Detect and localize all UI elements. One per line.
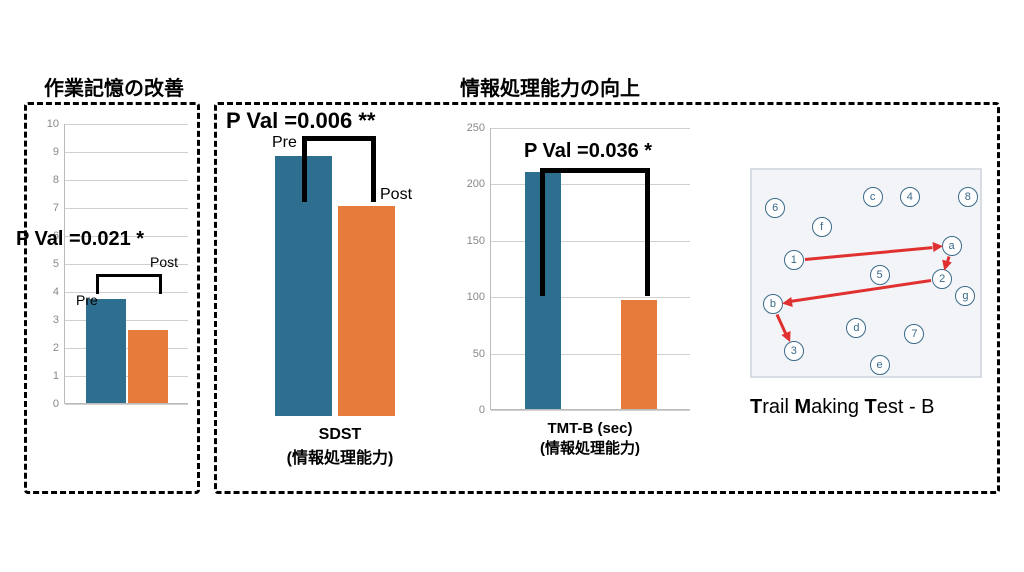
gridline xyxy=(65,124,188,125)
gridline xyxy=(65,376,188,377)
gridline xyxy=(491,354,690,355)
bar-post xyxy=(338,206,395,416)
tmt-caption: Trail Making Test - B xyxy=(750,396,935,419)
tmt-node-5: 5 xyxy=(870,265,890,285)
tmt-node-2: 2 xyxy=(932,269,952,289)
y-axis-label: 5 xyxy=(53,258,59,270)
y-axis-label: 150 xyxy=(467,235,485,247)
tmt-node-c: c xyxy=(863,187,883,207)
tmt-edge xyxy=(791,279,931,303)
tmt-arrowhead xyxy=(932,241,943,252)
bar-post xyxy=(128,330,168,403)
gridline xyxy=(65,348,188,349)
tmt-panel: 1a2b3c45678defg xyxy=(750,168,982,378)
tmt-node-6: 6 xyxy=(765,198,785,218)
bar-post xyxy=(621,300,657,409)
y-axis-label: 8 xyxy=(53,174,59,186)
chart2-bracket xyxy=(302,136,376,202)
tmt-arrowhead xyxy=(781,297,792,308)
y-axis-label: 250 xyxy=(467,122,485,134)
chart2-caption: SDST (情報処理能力) xyxy=(260,426,420,468)
y-axis-label: 1 xyxy=(53,370,59,382)
gridline xyxy=(491,410,690,411)
section-title-right: 情報処理能力の向上 xyxy=(460,72,640,101)
chart3-pval: P Val =0.036 * xyxy=(524,140,652,163)
chart3-caption-line2: (情報処理能力) xyxy=(500,437,680,458)
chart2-caption-line1: SDST xyxy=(260,426,420,444)
bar-pre xyxy=(86,299,126,403)
tmt-node-f: f xyxy=(812,217,832,237)
chart2-pval: P Val =0.006 ** xyxy=(226,108,375,134)
gridline xyxy=(65,152,188,153)
y-axis-label: 100 xyxy=(467,291,485,303)
y-axis-label: 3 xyxy=(53,314,59,326)
tmt-node-1: 1 xyxy=(784,250,804,270)
chart1-bracket xyxy=(96,274,162,294)
y-axis-label: 2 xyxy=(53,342,59,354)
tmt-node-7: 7 xyxy=(904,324,924,344)
tmt-edge xyxy=(776,314,787,334)
y-axis-label: 200 xyxy=(467,178,485,190)
tmt-node-a: a xyxy=(942,236,962,256)
chart1-post-label: Post xyxy=(150,254,178,270)
y-axis-label: 10 xyxy=(47,118,59,130)
chart2-pre-label: Pre xyxy=(272,134,297,152)
chart3-caption: TMT-B (sec) (情報処理能力) xyxy=(500,420,680,458)
gridline xyxy=(65,320,188,321)
gridline xyxy=(65,180,188,181)
tmt-node-8: 8 xyxy=(958,187,978,207)
gridline xyxy=(491,297,690,298)
tmt-node-4: 4 xyxy=(900,187,920,207)
chart2-post-label: Post xyxy=(380,186,412,204)
section-title-left: 作業記憶の改善 xyxy=(44,72,184,101)
chart1-pval: P Val =0.021 * xyxy=(16,228,144,251)
tmt-node-d: d xyxy=(846,318,866,338)
y-axis-label: 7 xyxy=(53,202,59,214)
tmt-node-e: e xyxy=(870,355,890,375)
tmt-node-b: b xyxy=(763,294,783,314)
chart3-caption-line1: TMT-B (sec) xyxy=(500,420,680,437)
y-axis-label: 0 xyxy=(479,404,485,416)
y-axis-label: 0 xyxy=(53,398,59,410)
chart3-bracket xyxy=(540,168,650,296)
tmt-caption-text: rail xyxy=(762,396,794,418)
y-axis-label: 9 xyxy=(53,146,59,158)
tmt-arrowhead xyxy=(940,260,952,272)
gridline xyxy=(65,404,188,405)
y-axis-label: 4 xyxy=(53,286,59,298)
chart1-pre-label: Pre xyxy=(76,292,98,308)
tmt-node-g: g xyxy=(955,286,975,306)
gridline xyxy=(65,208,188,209)
gridline xyxy=(491,128,690,129)
tmt-edge xyxy=(805,246,933,261)
y-axis-label: 50 xyxy=(473,348,485,360)
chart2-caption-line2: (情報処理能力) xyxy=(260,444,420,468)
